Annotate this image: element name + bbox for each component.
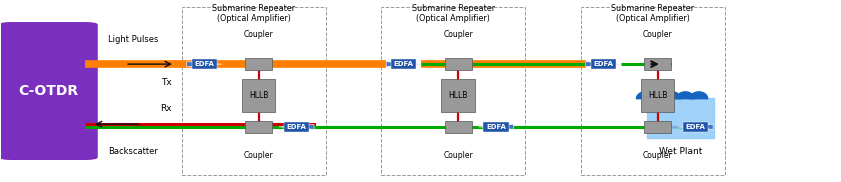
FancyBboxPatch shape — [641, 79, 674, 112]
Text: Wet Plant: Wet Plant — [659, 147, 702, 157]
Text: EDFA: EDFA — [287, 124, 306, 130]
Text: Light Pulses: Light Pulses — [108, 35, 159, 43]
Text: Coupler: Coupler — [244, 30, 273, 39]
FancyBboxPatch shape — [246, 58, 272, 70]
FancyBboxPatch shape — [242, 79, 276, 112]
FancyBboxPatch shape — [246, 121, 272, 133]
FancyBboxPatch shape — [445, 58, 472, 70]
Text: EDFA: EDFA — [685, 124, 706, 130]
FancyBboxPatch shape — [445, 121, 472, 133]
Polygon shape — [279, 124, 314, 129]
Text: C-OTDR: C-OTDR — [19, 84, 78, 98]
FancyBboxPatch shape — [484, 122, 509, 132]
Text: Submarine Repeater
(Optical Amplifier): Submarine Repeater (Optical Amplifier) — [212, 4, 295, 23]
Text: Tx: Tx — [161, 78, 172, 86]
FancyBboxPatch shape — [192, 59, 217, 69]
Text: Rx: Rx — [160, 104, 172, 113]
Text: Coupler: Coupler — [643, 151, 673, 160]
Text: EDFA: EDFA — [486, 124, 506, 130]
FancyBboxPatch shape — [644, 58, 671, 70]
Text: Submarine Repeater
(Optical Amplifier): Submarine Repeater (Optical Amplifier) — [611, 4, 695, 23]
Text: Coupler: Coupler — [443, 151, 473, 160]
FancyBboxPatch shape — [391, 59, 416, 69]
Polygon shape — [386, 62, 421, 67]
Text: Coupler: Coupler — [244, 151, 273, 160]
Text: EDFA: EDFA — [394, 61, 414, 67]
Text: HLLB: HLLB — [648, 91, 668, 100]
Text: EDFA: EDFA — [593, 61, 613, 67]
FancyBboxPatch shape — [683, 122, 708, 132]
Polygon shape — [585, 62, 621, 67]
Polygon shape — [187, 62, 222, 67]
Text: HLLB: HLLB — [448, 91, 468, 100]
Polygon shape — [678, 124, 713, 129]
FancyBboxPatch shape — [284, 122, 309, 132]
Text: EDFA: EDFA — [194, 61, 214, 67]
Text: HLLB: HLLB — [249, 91, 268, 100]
Text: Coupler: Coupler — [643, 30, 673, 39]
FancyBboxPatch shape — [590, 59, 616, 69]
Polygon shape — [479, 124, 514, 129]
Text: Backscatter: Backscatter — [108, 147, 158, 157]
FancyBboxPatch shape — [442, 79, 475, 112]
Text: Coupler: Coupler — [443, 30, 473, 39]
Text: Submarine Repeater
(Optical Amplifier): Submarine Repeater (Optical Amplifier) — [411, 4, 495, 23]
FancyBboxPatch shape — [0, 22, 98, 160]
FancyBboxPatch shape — [644, 121, 671, 133]
